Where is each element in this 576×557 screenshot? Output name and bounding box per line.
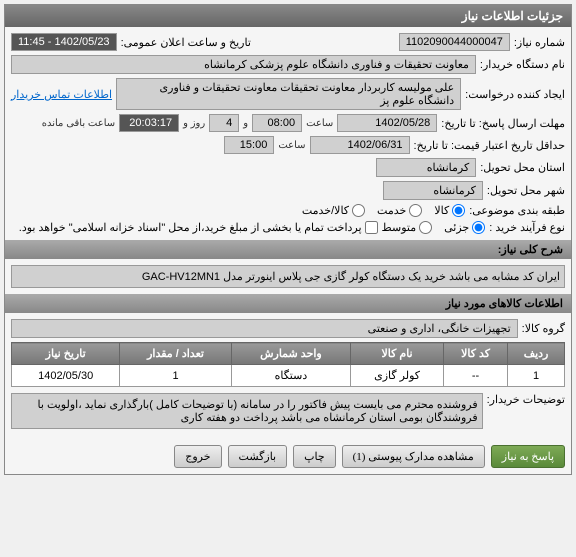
- row-goods-group: گروه کالا: تجهیزات خانگی، اداری و صنعتی: [11, 319, 565, 338]
- button-row: پاسخ به نیاز مشاهده مدارک پیوستی (1) چاپ…: [5, 439, 571, 474]
- row-process: نوع فرآیند خرید : جزئی متوسط پرداخت تمام…: [11, 221, 565, 234]
- province-value: کرمانشاه: [376, 158, 476, 177]
- table-body: 1--کولر گازیدستگاه11402/05/30: [12, 365, 565, 387]
- exit-button[interactable]: خروج: [174, 445, 221, 468]
- cat-gs-input[interactable]: [352, 204, 365, 217]
- time-label-2: ساعت: [278, 140, 305, 151]
- cat-goods-label: کالا: [434, 204, 449, 217]
- goods-header: اطلاعات کالاهای مورد نیاز: [5, 294, 571, 313]
- goods-table: ردیفکد کالانام کالاواحد شمارشتعداد / مقد…: [11, 342, 565, 387]
- table-header-cell: کد کالا: [443, 343, 507, 365]
- need-details-panel: جزئیات اطلاعات نیاز شماره نیاز: 11020900…: [4, 4, 572, 475]
- row-city: شهر محل تحویل: کرمانشاه: [11, 181, 565, 200]
- buyer-notes-label: توضیحات خریدار:: [487, 393, 565, 406]
- deadline-date: 1402/05/28: [337, 114, 437, 132]
- need-no-value: 1102090044000047: [399, 33, 510, 51]
- valid-date: 1402/06/31: [310, 136, 410, 154]
- payment-check-input[interactable]: [365, 221, 378, 234]
- cat-service-radio[interactable]: خدمت: [377, 204, 422, 217]
- proc-partial-input[interactable]: [472, 221, 485, 234]
- and-label: و: [243, 118, 248, 129]
- time-label-1: ساعت: [306, 118, 333, 129]
- cat-goods-radio[interactable]: کالا: [434, 204, 465, 217]
- category-label: طبقه بندی موضوعی:: [469, 204, 565, 217]
- proc-medium-radio[interactable]: متوسط: [382, 221, 433, 234]
- table-cell: 1402/05/30: [12, 365, 120, 387]
- table-cell: 1: [508, 365, 565, 387]
- row-province: استان محل تحویل: کرمانشاه: [11, 158, 565, 177]
- table-cell: کولر گازی: [351, 365, 444, 387]
- cat-goods-service-radio[interactable]: کالا/خدمت: [302, 204, 365, 217]
- row-buyer: نام دستگاه خریدار: معاونت تحقیقات و فناو…: [11, 55, 565, 74]
- cat-goods-input[interactable]: [452, 204, 465, 217]
- creator-label: ایجاد کننده درخواست:: [465, 88, 565, 101]
- payment-checkbox[interactable]: پرداخت تمام یا بخشی از مبلغ خرید،از محل …: [19, 221, 378, 234]
- announce-value: 1402/05/23 - 11:45: [11, 33, 117, 51]
- goods-group-value: تجهیزات خانگی، اداری و صنعتی: [11, 319, 518, 338]
- process-radios: جزئی متوسط: [382, 221, 486, 234]
- valid-label: حداقل تاریخ اعتبار قیمت: تا تاریخ:: [414, 139, 565, 152]
- panel-body: شماره نیاز: 1102090044000047 تاریخ و ساع…: [5, 27, 571, 439]
- table-head: ردیفکد کالانام کالاواحد شمارشتعداد / مقد…: [12, 343, 565, 365]
- days-label: روز و: [183, 118, 205, 129]
- city-value: کرمانشاه: [383, 181, 483, 200]
- deadline-time: 08:00: [252, 114, 302, 132]
- back-button[interactable]: بازگشت: [228, 445, 288, 468]
- goods-group-label: گروه کالا:: [522, 322, 565, 335]
- table-header-cell: تعداد / مقدار: [120, 343, 231, 365]
- print-button[interactable]: چاپ: [293, 445, 336, 468]
- table-row[interactable]: 1--کولر گازیدستگاه11402/05/30: [12, 365, 565, 387]
- panel-title: جزئیات اطلاعات نیاز: [5, 5, 571, 27]
- table-cell: --: [443, 365, 507, 387]
- table-cell: 1: [120, 365, 231, 387]
- announce-label: تاریخ و ساعت اعلان عمومی:: [121, 36, 251, 49]
- cat-gs-label: کالا/خدمت: [302, 204, 349, 217]
- valid-time: 15:00: [224, 136, 274, 154]
- row-creator: ایجاد کننده درخواست: علی مولیسه کاربردار…: [11, 78, 565, 110]
- row-need-no: شماره نیاز: 1102090044000047 تاریخ و ساع…: [11, 33, 565, 51]
- respond-button[interactable]: پاسخ به نیاز: [491, 445, 565, 468]
- days-value: 4: [209, 114, 239, 132]
- table-header-row: ردیفکد کالانام کالاواحد شمارشتعداد / مقد…: [12, 343, 565, 365]
- cat-service-input[interactable]: [409, 204, 422, 217]
- row-validity: حداقل تاریخ اعتبار قیمت: تا تاریخ: 1402/…: [11, 136, 565, 154]
- desc-header: شرح کلی نیاز:: [5, 240, 571, 259]
- desc-text: ایران کد مشابه می باشد خرید یک دستگاه کو…: [11, 265, 565, 288]
- province-label: استان محل تحویل:: [480, 161, 565, 174]
- row-deadline: مهلت ارسال پاسخ: تا تاریخ: 1402/05/28 سا…: [11, 114, 565, 132]
- creator-value: علی مولیسه کاربردار معاونت تحقیقات معاون…: [116, 78, 461, 110]
- table-header-cell: ردیف: [508, 343, 565, 365]
- city-label: شهر محل تحویل:: [487, 184, 565, 197]
- proc-partial-label: جزئی: [444, 221, 469, 234]
- table-header-cell: نام کالا: [351, 343, 444, 365]
- payment-note: پرداخت تمام یا بخشی از مبلغ خرید،از محل …: [19, 221, 362, 234]
- row-category: طبقه بندی موضوعی: کالا خدمت کالا/خدمت: [11, 204, 565, 217]
- proc-medium-label: متوسط: [382, 221, 417, 234]
- buyer-name-label: نام دستگاه خریدار:: [480, 58, 565, 71]
- contact-link[interactable]: اطلاعات تماس خریدار: [11, 88, 112, 101]
- need-no-label: شماره نیاز:: [514, 36, 565, 49]
- buyer-notes-text: فروشنده محترم می بایست پیش فاکتور را در …: [11, 393, 483, 429]
- buyer-name-value: معاونت تحقیقات و فناوری دانشگاه علوم پزش…: [11, 55, 476, 74]
- table-header-cell: تاریخ نیاز: [12, 343, 120, 365]
- proc-partial-radio[interactable]: جزئی: [444, 221, 485, 234]
- remain-label: ساعت باقی مانده: [42, 118, 115, 129]
- process-label: نوع فرآیند خرید :: [489, 221, 565, 234]
- cat-service-label: خدمت: [377, 204, 406, 217]
- category-radios: کالا خدمت کالا/خدمت: [302, 204, 465, 217]
- proc-medium-input[interactable]: [419, 221, 432, 234]
- table-cell: دستگاه: [231, 365, 350, 387]
- table-header-cell: واحد شمارش: [231, 343, 350, 365]
- row-buyer-notes: توضیحات خریدار: فروشنده محترم می بایست پ…: [11, 393, 565, 429]
- attachments-button[interactable]: مشاهده مدارک پیوستی (1): [342, 445, 485, 468]
- deadline-label: مهلت ارسال پاسخ: تا تاریخ:: [441, 117, 565, 130]
- remain-time: 20:03:17: [119, 114, 179, 132]
